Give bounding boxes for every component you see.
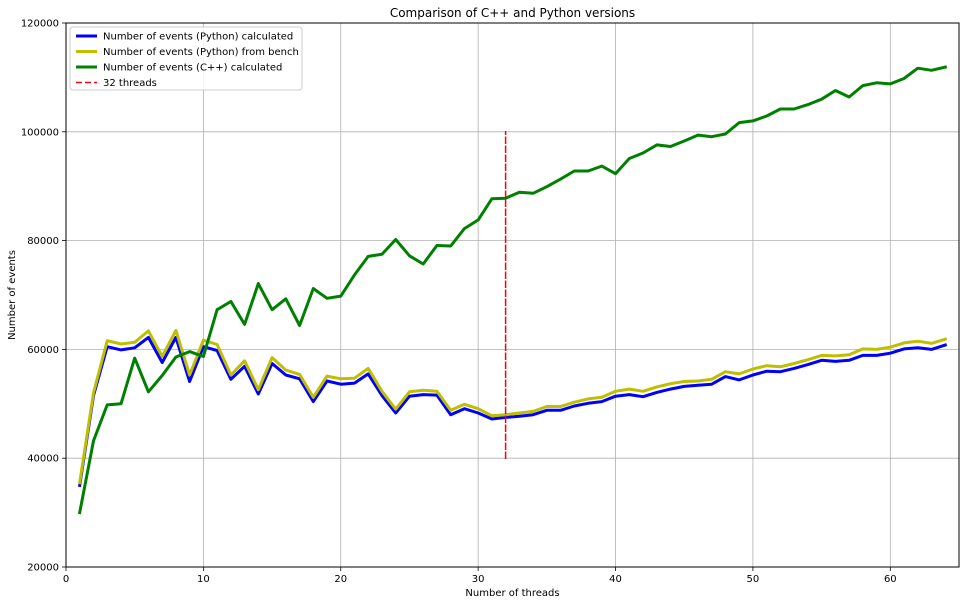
y-axis-label: Number of events xyxy=(7,250,18,340)
x-tick-label: 0 xyxy=(63,574,69,585)
legend-label-2: Number of events (Python) from bench xyxy=(103,47,299,58)
x-tick-label: 10 xyxy=(197,574,210,585)
x-tick-label: 30 xyxy=(472,574,485,585)
x-tick-label: 40 xyxy=(609,574,622,585)
x-axis-label: Number of threads xyxy=(465,588,559,599)
legend: Number of events (Python) calculated Numb… xyxy=(69,26,303,91)
plot-background xyxy=(66,23,959,567)
series-line-2 xyxy=(77,328,948,485)
y-tick-label: 80000 xyxy=(27,236,59,247)
y-tick-label: 60000 xyxy=(27,345,59,356)
y-tick-label: 20000 xyxy=(27,563,59,574)
legend-label-3: Number of events (C++) calculated xyxy=(103,63,282,74)
chart-title: Comparison of C++ and Python versions xyxy=(390,6,635,20)
y-tick-label: 120000 xyxy=(21,19,59,30)
x-tick-label: 60 xyxy=(884,574,897,585)
series-line-1 xyxy=(77,335,948,488)
x-tick-label: 20 xyxy=(334,574,347,585)
x-tick-label: 50 xyxy=(747,574,760,585)
axes: 0 10 20 30 40 50 60 20000 40000 60000 80000 100000 1… xyxy=(21,19,897,586)
legend-box xyxy=(69,26,303,91)
series-line-3 xyxy=(77,65,948,515)
y-tick-label: 100000 xyxy=(21,127,59,138)
legend-label-4: 32 threads xyxy=(103,78,157,89)
series-layer xyxy=(77,65,948,515)
legend-label-1: Number of events (Python) calculated xyxy=(103,32,293,43)
y-tick-label: 40000 xyxy=(27,454,59,465)
plot-frame xyxy=(65,22,960,568)
